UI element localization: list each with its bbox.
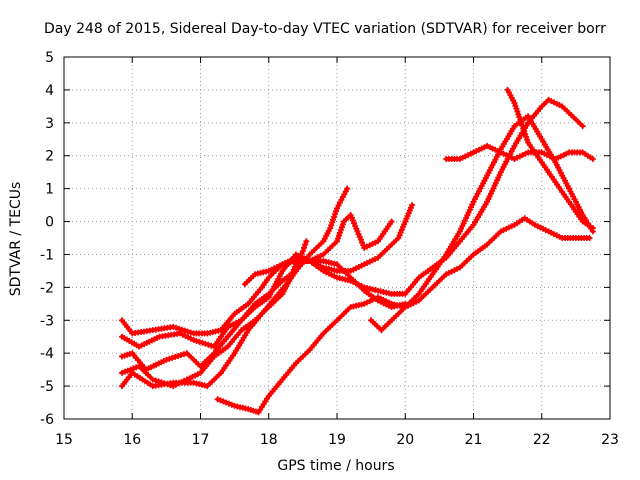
- series-track-7: [241, 96, 586, 297]
- y-tick-label: -5: [40, 379, 54, 395]
- series-line: [120, 259, 408, 389]
- x-tick-label: 16: [123, 432, 141, 448]
- series-markers: [368, 113, 596, 334]
- y-tick-label: 5: [45, 50, 54, 66]
- y-tick-label: 2: [45, 149, 54, 165]
- x-tick-label: 20: [396, 432, 414, 448]
- series-track-1: [119, 202, 416, 337]
- x-axis-label: GPS time / hours: [277, 458, 394, 474]
- series-markers: [119, 212, 395, 350]
- series-markers: [214, 215, 593, 416]
- y-tick-label: 3: [45, 116, 54, 132]
- y-tick-label: -3: [40, 313, 54, 329]
- series-track-3: [119, 185, 351, 373]
- y-tick-label: -1: [40, 247, 54, 263]
- x-tick-label: 22: [533, 432, 551, 448]
- x-tick-label: 17: [192, 432, 210, 448]
- chart-title: Day 248 of 2015, Sidereal Day-to-day VTE…: [44, 21, 606, 37]
- series-markers: [119, 258, 409, 390]
- x-tick-label: 23: [601, 432, 619, 448]
- series-track-4: [119, 238, 310, 390]
- data-series: [119, 86, 596, 416]
- series-markers: [119, 238, 310, 390]
- y-axis-label: SDTVAR / TECUs: [8, 182, 24, 297]
- series-track-5: [119, 258, 409, 390]
- series-track-2: [119, 212, 395, 350]
- y-tick-label: -2: [40, 280, 54, 296]
- x-tick-label: 19: [328, 432, 346, 448]
- series-markers: [119, 185, 351, 373]
- axis-ticks: [63, 56, 611, 420]
- y-tick-label: -4: [40, 346, 54, 362]
- series-track-10: [504, 86, 596, 232]
- series-markers: [241, 96, 586, 297]
- series-track-6: [214, 215, 593, 416]
- series-line: [120, 239, 309, 389]
- y-tick-label: 0: [45, 215, 54, 231]
- y-tick-label: -6: [40, 412, 54, 428]
- series-markers: [443, 142, 596, 162]
- series-track-8: [368, 113, 596, 334]
- y-tick-label: 4: [45, 83, 54, 99]
- series-markers: [119, 202, 416, 337]
- y-tick-label: 1: [45, 182, 54, 198]
- x-tick-label: 18: [260, 432, 278, 448]
- series-line: [215, 216, 592, 415]
- series-track-9: [443, 142, 596, 162]
- x-tick-label: 21: [465, 432, 483, 448]
- x-tick-label: 15: [55, 432, 73, 448]
- series-markers: [504, 86, 596, 232]
- series-line: [120, 203, 415, 336]
